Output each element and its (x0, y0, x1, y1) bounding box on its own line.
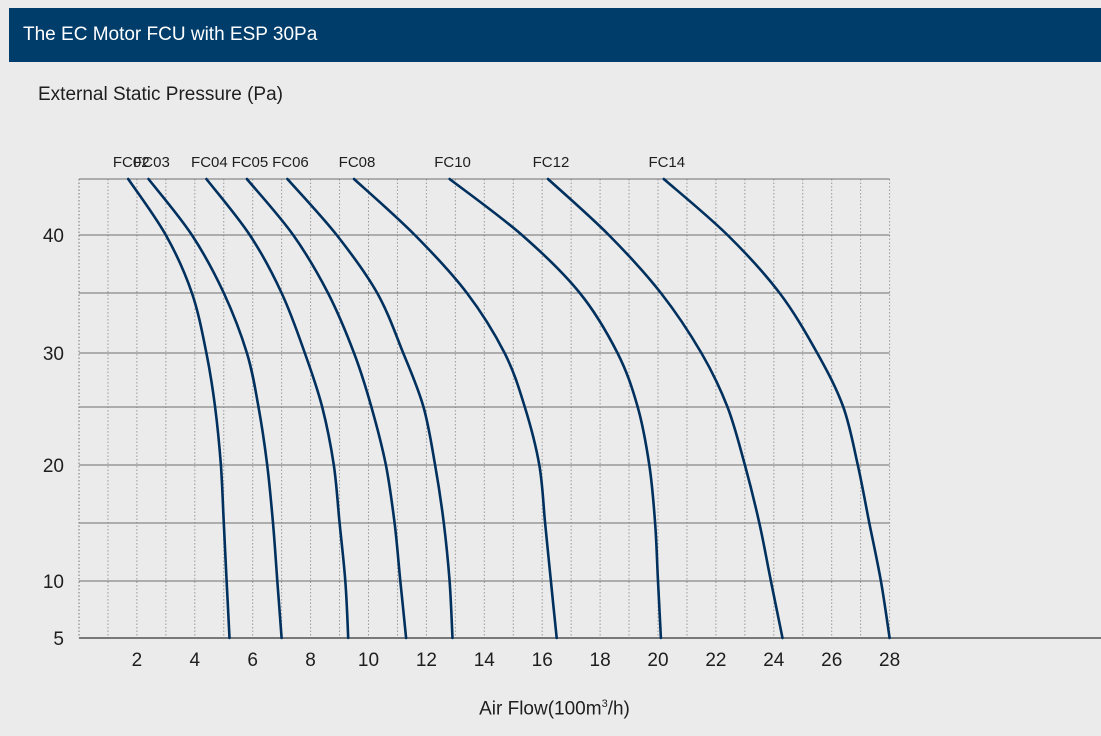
series-label-fc08: FC08 (339, 154, 376, 171)
x-tick-label: 20 (647, 650, 668, 671)
x-tick-label: 2 (132, 650, 143, 671)
x-tick-label: 14 (474, 650, 496, 671)
series-line-fc04 (205, 177, 350, 640)
series-line-fc03 (147, 177, 283, 640)
page-header: The EC Motor FCU with ESP 30Pa (9, 8, 1101, 62)
y-tick-label: 30 (43, 344, 64, 365)
series-line-fc12 (546, 177, 784, 640)
y-tick-label: 5 (53, 629, 64, 650)
series-line-fc08 (352, 177, 558, 640)
series-label-fc10: FC10 (434, 154, 471, 171)
y-tick-label: 10 (43, 572, 64, 593)
x-tick-label: 28 (879, 650, 900, 671)
series-label-fc06: FC06 (272, 154, 309, 171)
x-tick-label: 22 (705, 650, 726, 671)
x-axis-label: Air Flow(100m3/h) (0, 698, 1101, 720)
x-tick-label: 6 (247, 650, 258, 671)
series-label-fc03: FC03 (133, 154, 170, 171)
x-tick-label: 24 (763, 650, 785, 671)
page-title: The EC Motor FCU with ESP 30Pa (23, 24, 318, 45)
x-tick-label: 26 (821, 650, 842, 671)
x-tick-label: 12 (416, 650, 437, 671)
series-line-fc10 (448, 177, 663, 640)
series-label-fc04: FC04 (191, 154, 228, 171)
series-line-fc02 (126, 177, 231, 640)
y-axis-label: External Static Pressure (Pa) (38, 84, 283, 105)
series-label-fc14: FC14 (648, 154, 685, 171)
y-tick-label: 40 (43, 226, 64, 247)
series-label-fc12: FC12 (533, 154, 570, 171)
x-tick-label: 4 (190, 650, 201, 671)
x-tick-label: 16 (532, 650, 553, 671)
series-label-fc02: FC02 (113, 154, 150, 171)
series-line-fc06 (286, 177, 454, 640)
series-line-fc14 (662, 177, 891, 640)
x-axis-label-prefix: Air Flow(100m (479, 698, 602, 720)
y-tick-label: 20 (43, 456, 64, 477)
x-axis-label-sup: 3 (601, 698, 608, 710)
x-tick-label: 10 (358, 650, 379, 671)
x-axis-label-suffix: /h) (607, 698, 630, 720)
series-line-fc05 (245, 177, 408, 640)
series-label-fc05: FC05 (232, 154, 269, 171)
x-tick-label: 8 (305, 650, 316, 671)
x-tick-label: 18 (590, 650, 611, 671)
